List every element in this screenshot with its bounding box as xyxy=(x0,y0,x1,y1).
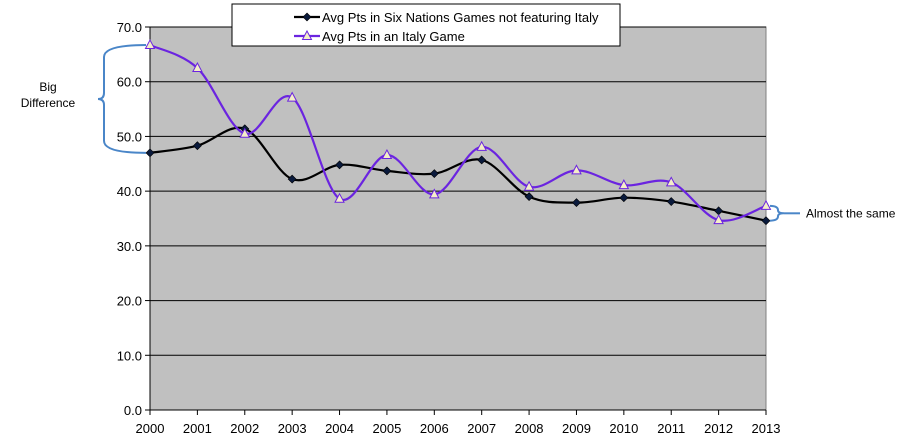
y-tick-label: 70.0 xyxy=(117,20,142,35)
y-tick-label: 30.0 xyxy=(117,239,142,254)
x-tick-label: 2012 xyxy=(704,421,733,436)
legend-item-2: Avg Pts in an Italy Game xyxy=(294,29,465,44)
data-point xyxy=(381,148,393,160)
x-tick-label: 2011 xyxy=(657,421,685,436)
annotation-text: Big xyxy=(39,80,56,94)
x-tick-label: 2006 xyxy=(420,421,449,436)
y-tick-label: 50.0 xyxy=(117,129,142,144)
y-tick-label: 60.0 xyxy=(117,75,142,90)
x-axis: 2000 2001 2002 2003 2004 2005 2006 2007 2008 2009… xyxy=(136,409,781,436)
x-tick-label: 2007 xyxy=(467,421,496,436)
data-point xyxy=(335,160,344,170)
series-1 xyxy=(145,124,771,226)
x-tick-label: 2005 xyxy=(372,421,401,436)
x-tick-label: 2001 xyxy=(183,421,212,436)
data-point xyxy=(523,180,535,191)
legend-label: Avg Pts in Six Nations Games not featuri… xyxy=(322,10,599,25)
x-tick-label: 2013 xyxy=(752,421,781,436)
data-point xyxy=(476,140,488,151)
data-point xyxy=(571,164,582,175)
data-point xyxy=(428,188,440,199)
series-layer xyxy=(144,38,772,226)
y-tick-label: 20.0 xyxy=(117,294,142,309)
legend-marker xyxy=(302,12,312,22)
x-tick-label: 2009 xyxy=(562,421,591,436)
x-tick-label: 2000 xyxy=(136,421,165,436)
series-2 xyxy=(144,38,772,225)
data-point xyxy=(572,198,581,208)
data-point xyxy=(760,199,772,210)
data-point xyxy=(665,176,677,187)
data-point xyxy=(192,61,203,73)
x-tick-label: 2004 xyxy=(325,421,354,436)
data-point xyxy=(286,91,298,102)
x-tick-label: 2003 xyxy=(278,421,307,436)
data-point xyxy=(144,38,156,50)
annotation-text: Almost the same xyxy=(806,206,896,220)
data-point xyxy=(287,174,297,184)
data-point xyxy=(618,179,630,190)
x-tick-label: 2010 xyxy=(609,421,638,436)
y-axis: 0.0 10.0 20.0 30.0 40.0 50.0 60.0 70.0 xyxy=(117,20,151,418)
annotation-text: Difference xyxy=(21,96,76,110)
annotation-2: Almost the same xyxy=(769,204,896,222)
bracket-left xyxy=(97,44,147,154)
y-tick-label: 0.0 xyxy=(124,403,142,418)
data-point xyxy=(666,197,676,206)
gridlines xyxy=(150,26,766,411)
y-tick-label: 40.0 xyxy=(117,184,142,199)
legend-box xyxy=(231,3,621,47)
series-line xyxy=(149,126,767,222)
data-point xyxy=(619,193,629,203)
data-point xyxy=(429,169,439,179)
annotation-1: Big Difference xyxy=(21,44,147,154)
data-point xyxy=(713,214,724,225)
data-point xyxy=(192,141,202,151)
data-point xyxy=(145,148,155,158)
data-point xyxy=(239,127,251,138)
data-point xyxy=(761,216,771,226)
plot-area xyxy=(149,26,767,411)
legend-label: Avg Pts in an Italy Game xyxy=(322,29,465,44)
annotations: Big Difference Almost the same xyxy=(21,44,896,222)
data-point xyxy=(477,155,487,165)
x-tick-label: 2002 xyxy=(230,421,259,436)
y-tick-label: 10.0 xyxy=(117,348,142,363)
x-tick-label: 2008 xyxy=(515,421,544,436)
data-point xyxy=(382,166,392,176)
bracket-right xyxy=(769,204,785,222)
legend-item-1: Avg Pts in Six Nations Games not featuri… xyxy=(294,10,599,25)
legend: Avg Pts in Six Nations Games not featuri… xyxy=(231,3,621,47)
data-point xyxy=(524,192,534,202)
data-point xyxy=(334,192,345,203)
legend-marker xyxy=(301,29,313,40)
